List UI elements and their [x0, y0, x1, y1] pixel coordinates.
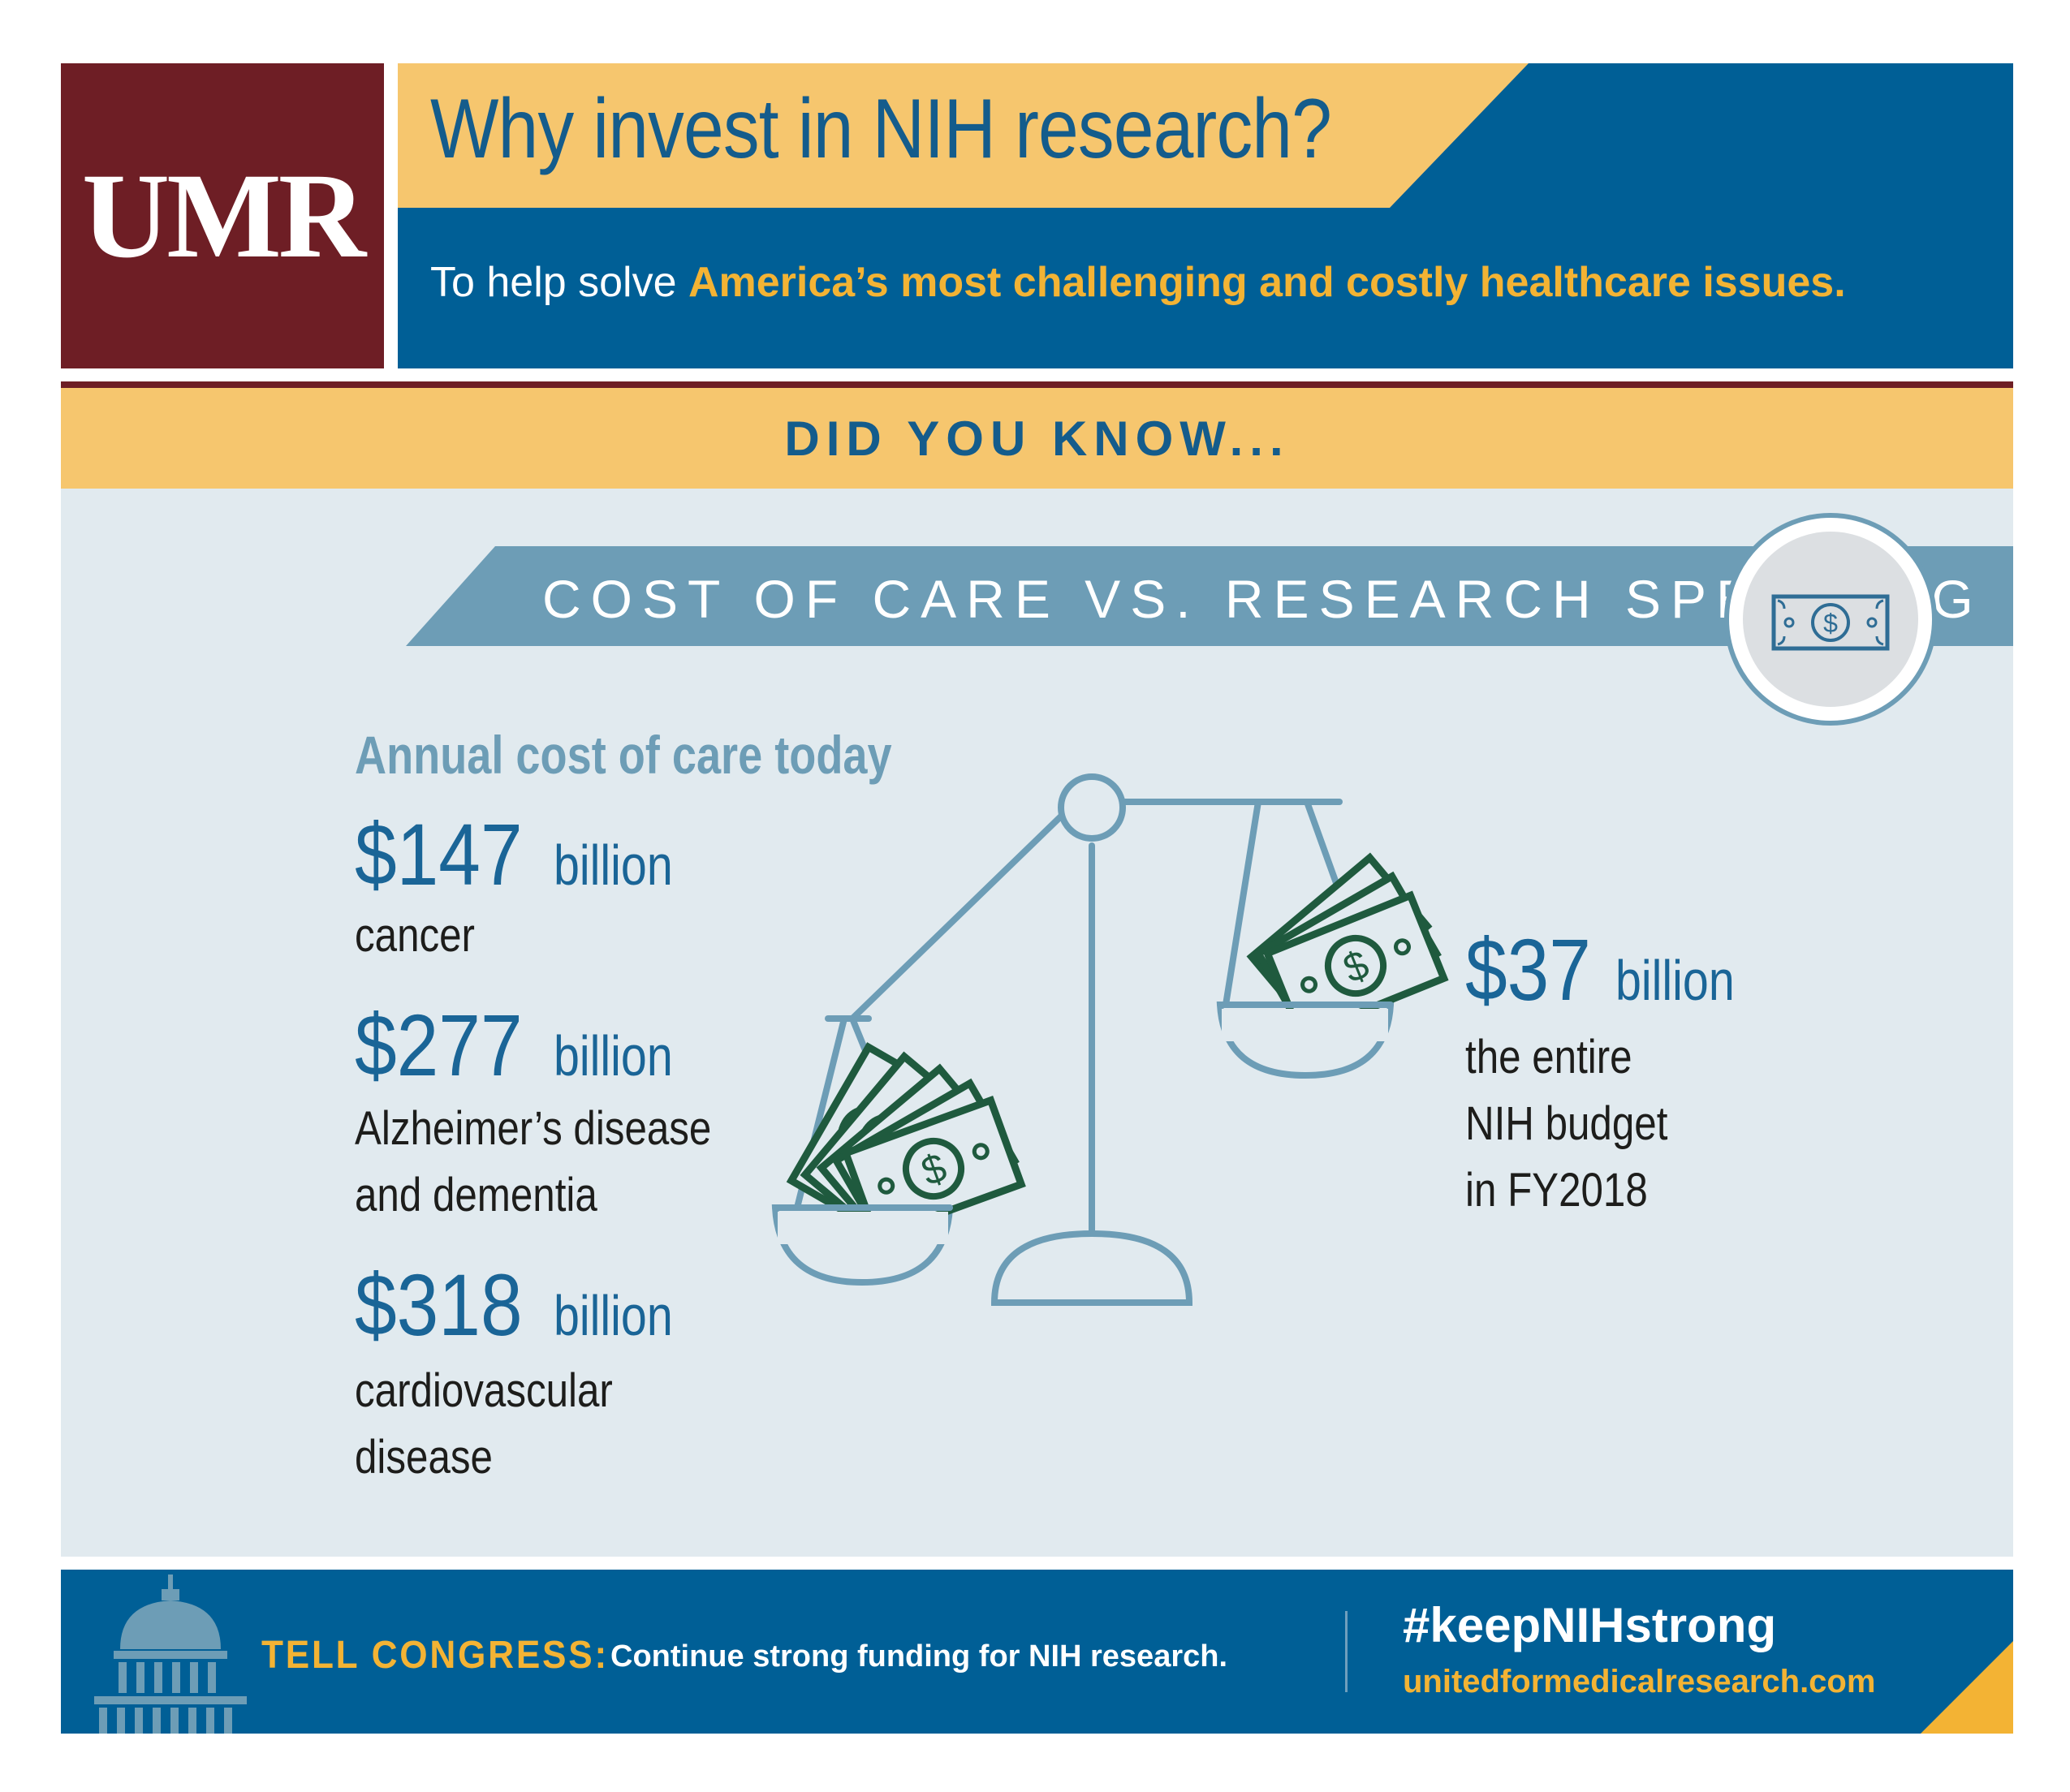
content-panel — [61, 489, 2013, 1557]
cardiovascular-label-line2: disease — [355, 1431, 493, 1484]
cardiovascular-label-line1: cardiovascular — [355, 1364, 613, 1417]
nih-label: the entire NIH budget in FY2018 — [1465, 1024, 1667, 1224]
footer-corner-accent — [1921, 1641, 2013, 1734]
alzheimers-label: Alzheimer’s disease and dementia — [355, 1096, 711, 1229]
logo-box — [61, 63, 384, 368]
cardiovascular-unit: billion — [553, 1284, 673, 1347]
alzheimers-unit: billion — [553, 1024, 673, 1088]
nih-label-line2: NIH budget — [1465, 1097, 1668, 1150]
section-banner-shape — [406, 546, 2013, 646]
alzheimers-cost: $277 billion — [355, 994, 699, 1096]
cancer-unit: billion — [553, 834, 673, 897]
alzheimers-label-line1: Alzheimer’s disease — [355, 1102, 712, 1155]
cardiovascular-label: cardiovascular disease — [355, 1358, 613, 1491]
svg-text:$: $ — [1823, 609, 1838, 638]
divider-line — [61, 381, 2013, 388]
nih-label-line1: the entire — [1465, 1031, 1632, 1083]
cancer-cost: $147 billion — [355, 803, 699, 905]
subtitle-highlight: America’s most challenging and costly he… — [688, 259, 1846, 306]
nih-label-line3: in FY2018 — [1465, 1164, 1648, 1217]
tell-congress-label: TELL CONGRESS: — [261, 1634, 609, 1677]
subtitle-plain: To help solve — [430, 259, 688, 306]
website-link[interactable]: unitedformedicalresearch.com — [1403, 1664, 1876, 1699]
umr-logo: UMR — [81, 149, 366, 283]
page-title: Why invest in NIH research? — [430, 82, 1332, 176]
cancer-label-line: cancer — [355, 909, 475, 962]
cancer-label: cancer — [355, 902, 475, 969]
cardiovascular-cost: $318 billion — [355, 1254, 699, 1355]
did-you-know-band — [61, 388, 2013, 489]
nih-unit: billion — [1615, 949, 1735, 1012]
footer-divider — [1345, 1611, 1348, 1692]
nih-budget: $37 billion — [1465, 919, 1761, 1020]
cardiovascular-amount: $318 — [355, 1256, 523, 1354]
cancer-amount: $147 — [355, 805, 523, 903]
did-you-know-heading: DID YOU KNOW... — [784, 411, 1290, 466]
scale-icon: $ — [771, 773, 1469, 1306]
title-bar-shape — [398, 63, 1529, 208]
hashtag[interactable]: #keepNIHstrong — [1403, 1598, 1777, 1652]
tell-congress-message: Continue strong funding for NIH research… — [610, 1639, 1228, 1674]
annual-cost-heading: Annual cost of care today — [355, 725, 892, 785]
money-icon: $ — [1724, 513, 1937, 726]
capitol-icon — [94, 1574, 247, 1734]
nih-amount: $37 — [1465, 920, 1591, 1019]
footer-banner — [61, 1570, 2013, 1734]
page-subtitle: To help solve America’s most challenging… — [430, 258, 1846, 307]
alzheimers-label-line2: and dementia — [355, 1169, 597, 1221]
alzheimers-amount: $277 — [355, 996, 523, 1094]
